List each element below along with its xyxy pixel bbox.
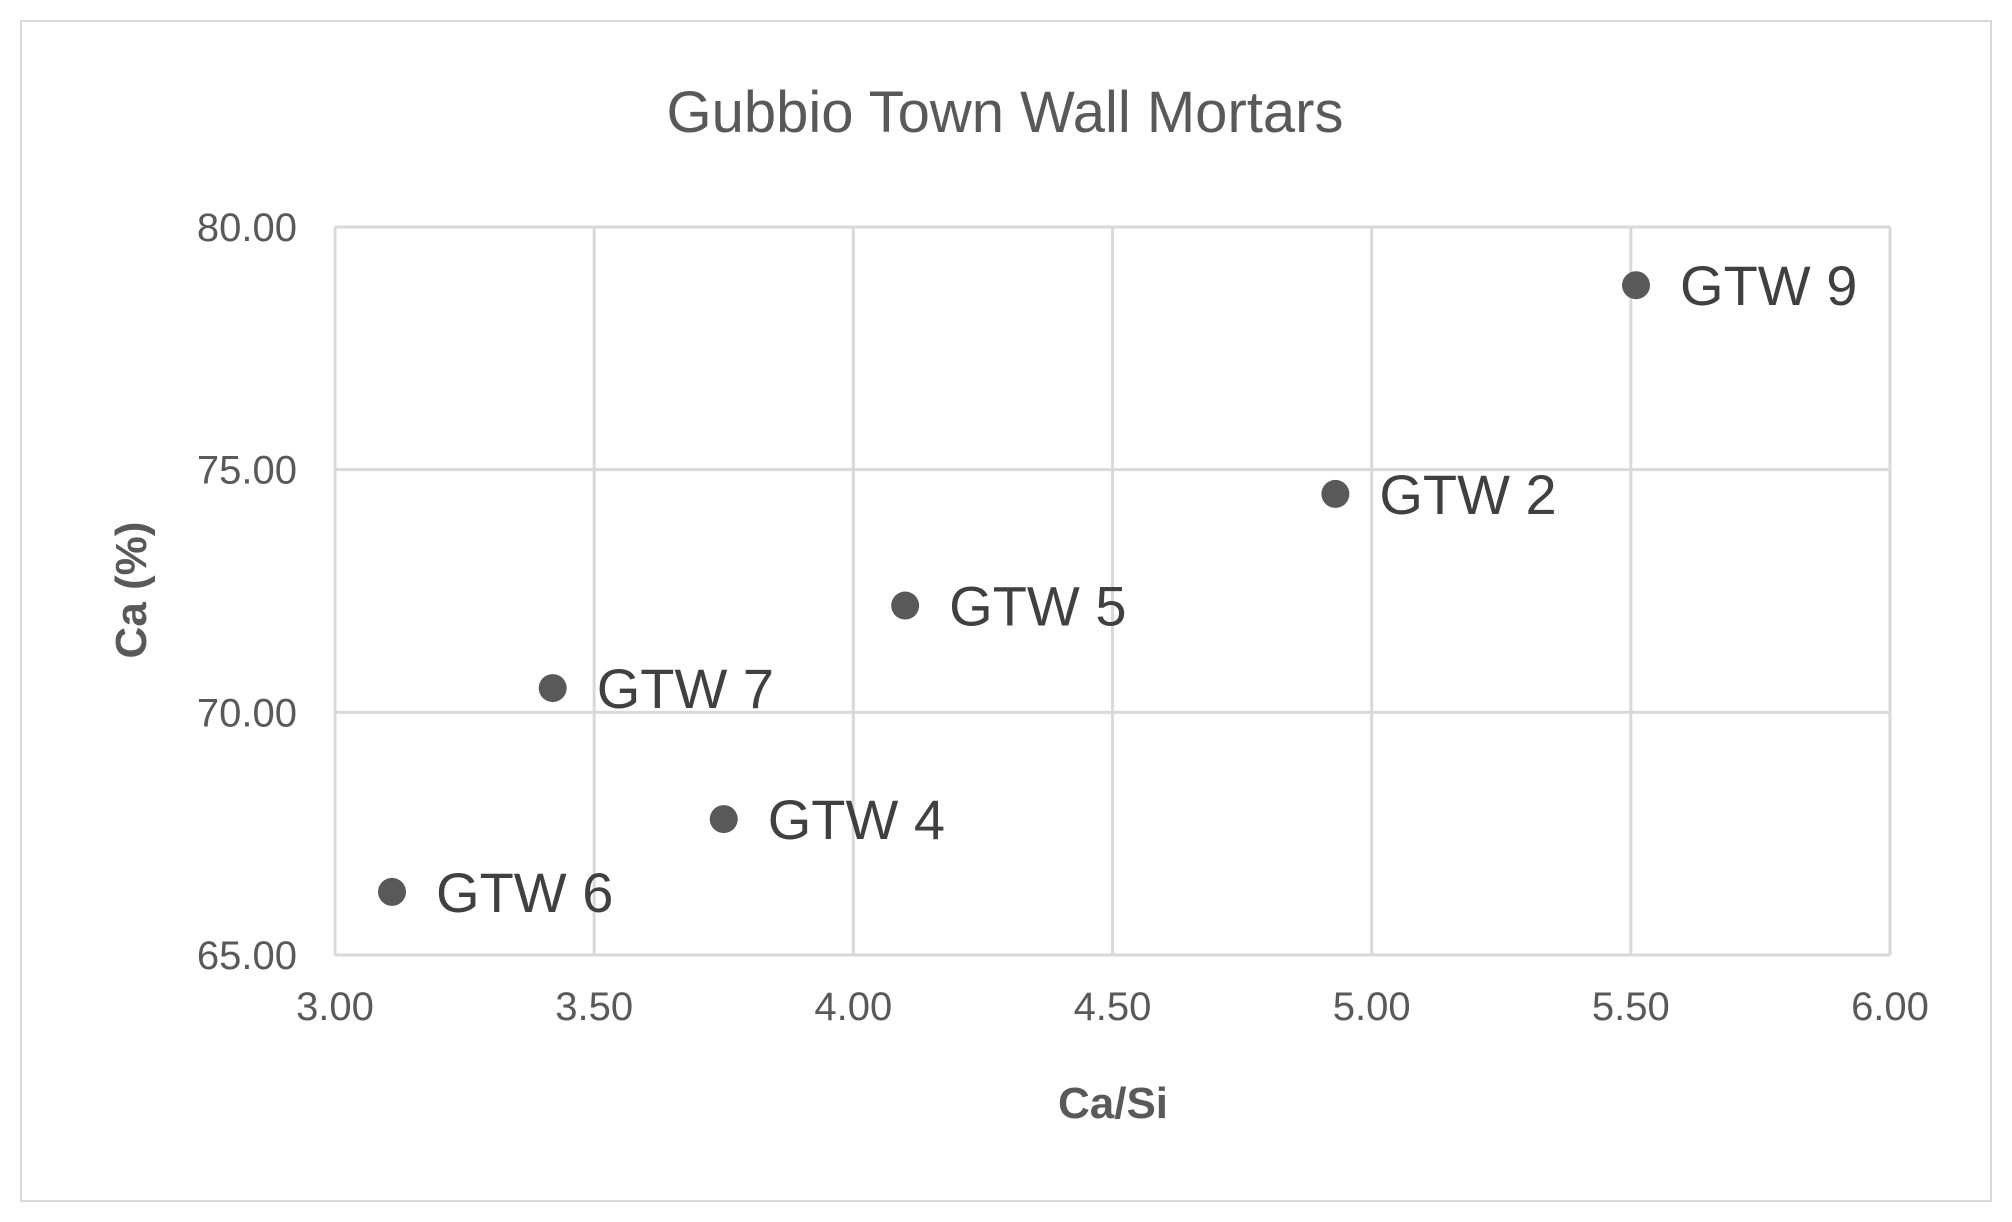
data-label: GTW 9 — [1680, 254, 1857, 317]
tick-labels: 3.00 3.50 4.00 4.50 5.00 5.50 6.00 65.00 70.00 75… — [197, 206, 1929, 1029]
data-label: GTW 2 — [1379, 463, 1556, 526]
data-label: GTW 6 — [436, 861, 613, 924]
x-tick-label: 5.00 — [1333, 985, 1411, 1029]
x-tick-label: 3.50 — [555, 985, 633, 1029]
x-tick-label: 5.50 — [1592, 985, 1670, 1029]
y-tick-label: 80.00 — [197, 206, 297, 250]
x-tick-label: 3.00 — [296, 985, 374, 1029]
x-tick-label: 4.50 — [1074, 985, 1152, 1029]
data-point — [1321, 479, 1350, 508]
data-label: GTW 5 — [949, 575, 1126, 638]
data-point — [378, 877, 407, 906]
chart-frame — [20, 20, 1992, 1202]
gridlines — [333, 225, 1892, 957]
x-axis-title: Ca/Si — [1058, 1079, 1168, 1128]
y-tick-label: 65.00 — [197, 934, 297, 978]
y-tick-label: 70.00 — [197, 691, 297, 735]
data-point — [538, 674, 567, 703]
data-point — [1622, 271, 1651, 300]
x-tick-label: 4.00 — [814, 985, 892, 1029]
data-label: GTW 7 — [597, 657, 774, 720]
chart-title: Gubbio Town Wall Mortars — [667, 80, 1344, 145]
data-point — [709, 805, 738, 834]
y-tick-label: 75.00 — [197, 449, 297, 493]
data-points: GTW 9 GTW 2 GTW 5 GTW 7 GTW 4 GTW 6 — [378, 254, 1857, 924]
y-axis-title: Ca (%) — [107, 522, 156, 659]
x-tick-label: 6.00 — [1851, 985, 1929, 1029]
data-label: GTW 4 — [768, 788, 945, 851]
data-point — [891, 591, 920, 620]
